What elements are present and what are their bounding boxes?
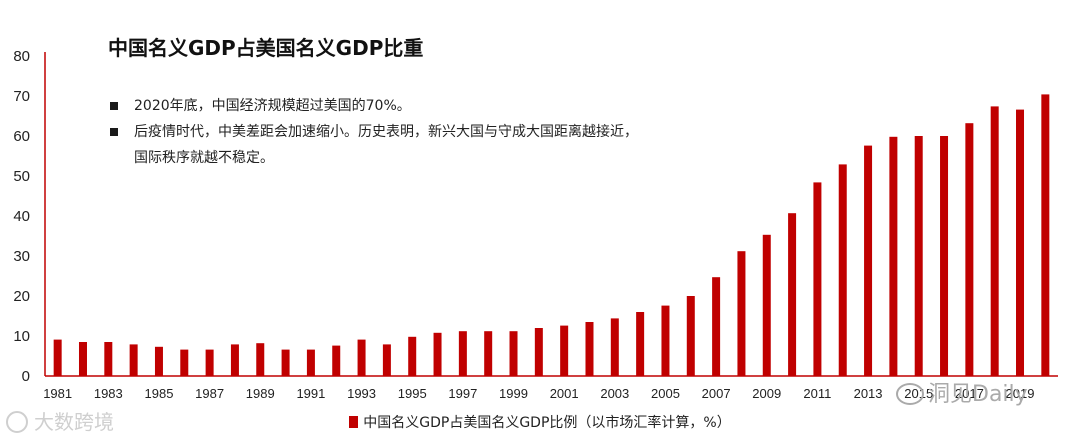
bar-1989 <box>256 343 265 376</box>
bar-2009 <box>762 234 771 376</box>
note-2-text: 后疫情时代，中美差距会加速缩小。历史表明，新兴大国与守成大国距离越接近， <box>134 124 638 140</box>
x-tick-label: 1983 <box>94 386 123 401</box>
x-tick-label: 2019 <box>1006 386 1035 401</box>
note-1-text: 2020年底，中国经济规模超过美国的70%。 <box>134 98 411 114</box>
chart-title: 中国名义GDP占美国名义GDP比重 <box>108 36 424 60</box>
bar-1994 <box>382 344 391 376</box>
x-tick-label: 2011 <box>803 386 831 401</box>
y-tick-label: 40 <box>13 208 30 225</box>
bar-1985 <box>154 346 163 376</box>
x-tick-label: 1995 <box>398 386 427 401</box>
notes: 2020年底，中国经济规模超过美国的70%。 后疫情时代，中美差距会加速缩小。历… <box>108 93 638 171</box>
bar-2017 <box>965 123 974 376</box>
bar-1999 <box>509 331 518 376</box>
watermark-left-text: 大数跨境 <box>34 410 114 434</box>
x-tick-label: 2005 <box>651 386 680 401</box>
bar-2019 <box>1016 109 1025 376</box>
note-3-text: 国际秩序就越不稳定。 <box>134 150 274 166</box>
bar-2008 <box>737 251 746 376</box>
note-1: 2020年底，中国经济规模超过美国的70%。 <box>108 93 638 119</box>
y-tick-label: 50 <box>13 168 30 185</box>
weibo-logo-icon <box>6 411 28 433</box>
x-tick-label: 1981 <box>43 386 72 401</box>
y-tick-label: 20 <box>13 288 30 305</box>
bar-1993 <box>357 339 366 376</box>
watermark-left: 大数跨境 <box>6 406 114 435</box>
legend-label: 中国名义GDP占美国名义GDP比例（以市场汇率计算，%） <box>363 415 731 431</box>
bar-2007 <box>712 277 721 376</box>
bar-2010 <box>788 213 797 376</box>
bar-1986 <box>180 349 189 376</box>
legend-swatch <box>349 416 359 428</box>
watermark-right: 洞见Daily <box>896 376 1028 408</box>
bar-1990 <box>281 349 290 376</box>
bar-1984 <box>129 344 138 376</box>
watermark-right-text: 洞见Daily <box>928 382 1028 407</box>
bar-2016 <box>940 136 949 376</box>
x-tick-label: 2007 <box>702 386 731 401</box>
x-tick-label: 2009 <box>752 386 781 401</box>
x-tick-label: 1989 <box>246 386 275 401</box>
bar-2002 <box>585 322 594 376</box>
bar-1988 <box>230 344 239 376</box>
legend: 中国名义GDP占美国名义GDP比例（以市场汇率计算，%） <box>0 412 1080 432</box>
bar-2005 <box>661 305 670 376</box>
bar-1995 <box>408 336 417 376</box>
bar-1991 <box>306 349 315 376</box>
y-tick-label: 30 <box>13 248 30 265</box>
bar-1996 <box>433 332 442 376</box>
bar-1983 <box>104 342 113 376</box>
x-tick-label: 2001 <box>550 386 579 401</box>
note-2-continued: 国际秩序就越不稳定。 <box>108 145 638 171</box>
y-tick-label: 0 <box>22 368 30 385</box>
y-tick-label: 70 <box>13 88 30 105</box>
square-bullet-icon <box>110 128 118 136</box>
x-tick-label: 2017 <box>955 386 984 401</box>
bar-2001 <box>560 325 569 376</box>
x-tick-label: 1997 <box>448 386 477 401</box>
bar-2006 <box>686 296 695 376</box>
wechat-logo-icon <box>896 383 924 405</box>
x-tick-label: 1985 <box>145 386 174 401</box>
bar-2004 <box>636 312 645 376</box>
bar-2015 <box>914 136 923 376</box>
bar-1992 <box>332 345 341 376</box>
x-tick-label: 1999 <box>499 386 528 401</box>
x-tick-label: 2013 <box>854 386 883 401</box>
y-tick-label: 80 <box>13 48 30 65</box>
bar-2012 <box>838 164 847 376</box>
x-tick-label: 2003 <box>600 386 629 401</box>
x-tick-label: 1993 <box>347 386 376 401</box>
x-tick-label: 1987 <box>195 386 224 401</box>
bar-2011 <box>813 182 822 376</box>
bar-1997 <box>458 331 467 376</box>
bar-1987 <box>205 349 214 376</box>
bar-2003 <box>610 318 619 376</box>
bar-1981 <box>53 339 62 376</box>
square-bullet-icon <box>110 102 118 110</box>
note-2: 后疫情时代，中美差距会加速缩小。历史表明，新兴大国与守成大国距离越接近， <box>108 119 638 145</box>
bar-2018 <box>990 106 999 377</box>
bar-2013 <box>864 145 873 376</box>
bar-2000 <box>534 328 543 376</box>
bar-2020 <box>1041 94 1050 377</box>
y-tick-label: 10 <box>13 328 30 345</box>
bar-2014 <box>889 136 898 376</box>
bar-1998 <box>484 331 493 376</box>
bar-1982 <box>78 342 87 376</box>
y-tick-label: 60 <box>13 128 30 145</box>
x-tick-label: 1991 <box>296 386 325 401</box>
